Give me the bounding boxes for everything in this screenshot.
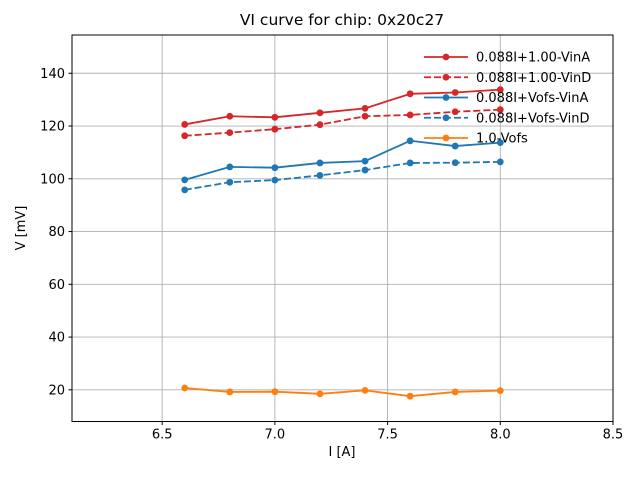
data-point-marker xyxy=(226,178,234,186)
data-point-marker xyxy=(226,388,234,396)
data-point-marker xyxy=(361,104,369,112)
series-line-4 xyxy=(184,387,501,398)
data-point-marker xyxy=(271,388,279,396)
data-point-marker xyxy=(496,158,504,166)
data-point-marker xyxy=(451,388,459,396)
data-point-marker xyxy=(361,386,369,394)
y-tick-label: 40 xyxy=(48,331,65,346)
legend-sample-marker xyxy=(442,94,450,101)
data-point-marker xyxy=(226,112,234,120)
legend-sample-marker xyxy=(442,134,450,142)
series-line-0 xyxy=(184,88,501,126)
legend-label: 1.0-Vofs xyxy=(476,132,528,147)
y-tick-label: 100 xyxy=(40,172,65,187)
legend-sample-marker xyxy=(442,53,450,61)
data-point-marker xyxy=(361,157,369,165)
data-point-marker xyxy=(496,106,504,114)
series-line-3 xyxy=(184,160,501,191)
data-point-marker xyxy=(181,121,189,128)
data-point-marker xyxy=(361,166,369,174)
data-point-marker xyxy=(316,171,324,179)
legend-label: 0.088I+Vofs-VinA xyxy=(476,91,589,106)
y-tick-label: 20 xyxy=(48,383,65,398)
data-point-marker xyxy=(406,392,414,400)
legend-item: 0.088I+Vofs-VinA xyxy=(424,91,589,106)
legend-item: 1.0-Vofs xyxy=(424,132,528,147)
chart-title: VI curve for chip: 0x20c27 xyxy=(240,11,444,29)
data-point-marker xyxy=(496,387,504,395)
x-tick-label: 7.5 xyxy=(377,428,398,443)
y-tick-label: 120 xyxy=(40,120,65,135)
data-point-marker xyxy=(361,112,369,120)
legend-label: 0.088I+1.00-VinA xyxy=(476,51,590,66)
data-point-marker xyxy=(316,109,324,117)
data-point-marker xyxy=(271,176,279,184)
data-point-marker xyxy=(451,159,459,167)
legend-item: 0.088I+Vofs-VinD xyxy=(424,111,590,126)
x-tick-label: 8.5 xyxy=(603,428,624,443)
legend-sample-marker xyxy=(442,73,450,81)
axes-layer: 6.5 7.0 7.5 8.0 8.5 20 40 60 80 100 120 140 xyxy=(40,34,624,443)
x-axis-label: I [A] xyxy=(328,445,355,460)
data-point-marker xyxy=(316,159,324,167)
y-tick-label: 140 xyxy=(40,67,65,82)
plot-border xyxy=(71,34,614,422)
data-point-marker xyxy=(406,111,414,119)
data-point-marker xyxy=(271,113,279,121)
data-point-marker xyxy=(226,163,234,171)
x-tick-label: 7.0 xyxy=(265,428,286,443)
data-point-marker xyxy=(451,108,459,116)
data-point-marker xyxy=(451,142,459,150)
series-line-1 xyxy=(184,108,501,137)
data-point-marker xyxy=(496,86,504,94)
data-point-marker xyxy=(451,89,459,96)
data-point-marker xyxy=(496,139,504,147)
data-point-marker xyxy=(406,159,414,167)
legend-item: 0.088I+1.00-VinD xyxy=(424,71,591,86)
series-line-2 xyxy=(184,139,501,181)
data-point-marker xyxy=(226,129,234,137)
y-tick-label: 80 xyxy=(48,225,65,240)
data-point-marker xyxy=(316,390,324,398)
data-point-marker xyxy=(181,132,189,140)
legend: 0.088I+1.00-VinA 0.088I+1.00-VinD 0.088I+V… xyxy=(424,51,591,147)
legend-sample-marker xyxy=(442,114,450,122)
data-point-marker xyxy=(181,186,189,194)
data-point-marker xyxy=(271,125,279,133)
data-point-marker xyxy=(181,176,189,184)
data-point-marker xyxy=(406,137,414,145)
series-layer xyxy=(181,86,504,400)
y-tick-label: 60 xyxy=(48,278,65,293)
data-point-marker xyxy=(271,164,279,172)
data-point-marker xyxy=(181,384,189,392)
legend-label: 0.088I+Vofs-VinD xyxy=(476,111,590,126)
legend-item: 0.088I+1.00-VinA xyxy=(424,51,590,66)
x-tick-label: 6.5 xyxy=(152,428,173,443)
legend-label: 0.088I+1.00-VinD xyxy=(476,71,591,86)
data-point-marker xyxy=(316,121,324,129)
data-point-marker xyxy=(406,90,414,98)
y-axis-label: V [mV] xyxy=(14,206,29,251)
x-tick-label: 8.0 xyxy=(490,428,511,443)
